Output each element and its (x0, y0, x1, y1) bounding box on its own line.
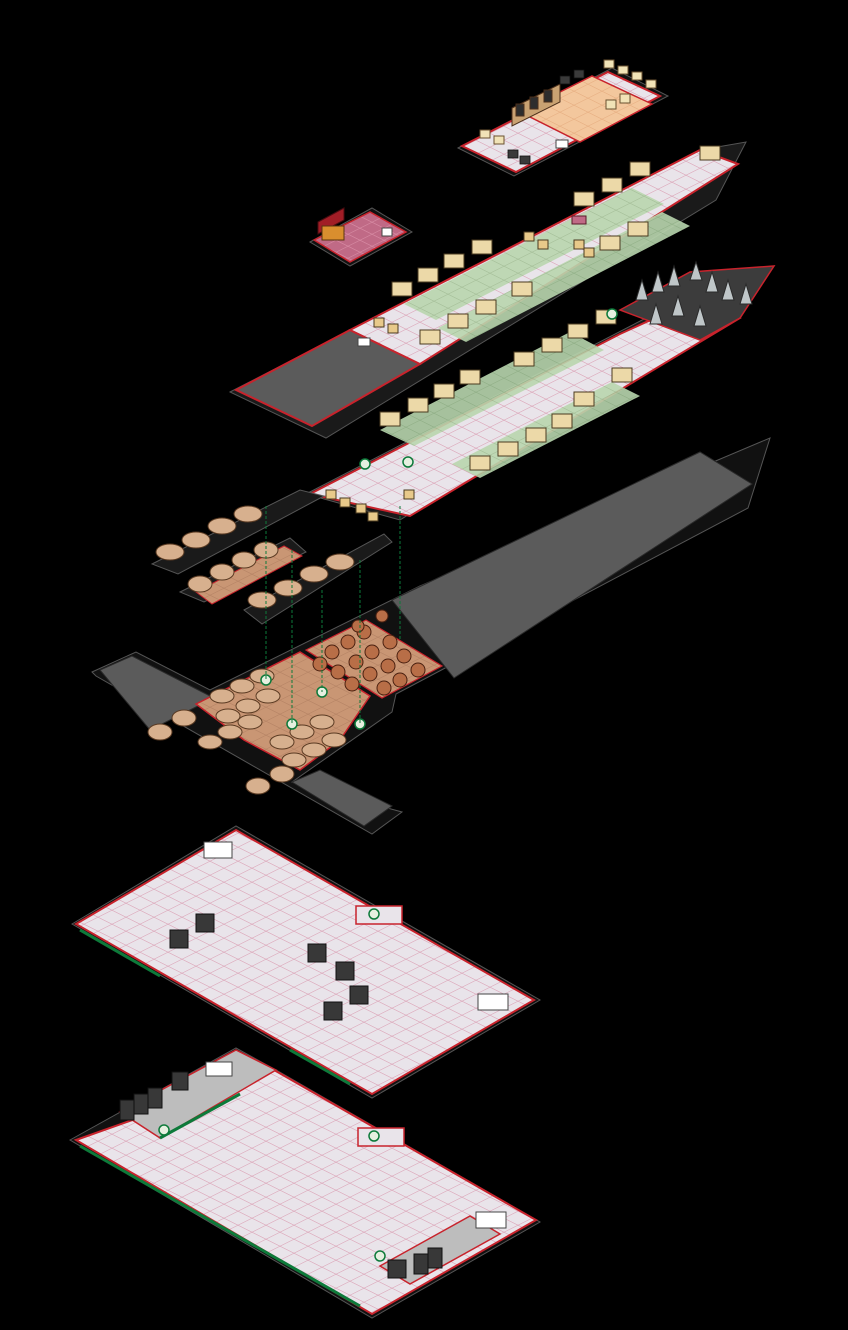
lounge-screens (511, 83, 561, 127)
ladder-hatch-icon[interactable] (286, 718, 298, 730)
ladder-hatch-icon[interactable] (158, 1124, 170, 1136)
ladder-hatch-icon[interactable] (368, 908, 380, 920)
ladder-hatch-icon[interactable] (555, 139, 569, 149)
bar-module (308, 207, 414, 267)
ladder-hatch-icon[interactable] (606, 308, 618, 320)
stored-engines (197, 668, 347, 768)
lower-crew-deck (304, 260, 776, 522)
engine-nacelles (150, 489, 393, 625)
ladder-shafts (265, 506, 401, 724)
ladder-hatch-icon[interactable] (368, 1130, 380, 1142)
hangar-door-panel (205, 1061, 233, 1077)
docked-fighters (635, 260, 753, 327)
hangar-door-panel (203, 841, 233, 859)
hangar-floor-upper (71, 825, 541, 1099)
lounge-chairs-dark (507, 69, 585, 165)
ladder-hatch-icon[interactable] (402, 456, 414, 468)
hangar-floor-lower (68, 1047, 542, 1319)
machine-icon (169, 913, 369, 1021)
lounge-seats (479, 59, 657, 145)
ladder-hatch-icon[interactable] (374, 1250, 386, 1262)
engine-icon (147, 709, 295, 795)
upper-crew-deck (228, 141, 747, 439)
cargo-crate-icon (312, 609, 426, 696)
lower-cabin-beds (379, 309, 633, 471)
ladder-hatch-icon[interactable] (357, 337, 371, 347)
machine-icon (119, 1071, 443, 1279)
cargo-deck (91, 437, 771, 835)
ladder-hatch-icon[interactable] (260, 674, 272, 686)
upper-red-room (571, 215, 587, 225)
bar-counter (321, 225, 345, 241)
cargo-bay-floor (391, 451, 753, 679)
hangar-door-panel (477, 993, 509, 1011)
upper-cabin-beds (391, 145, 721, 345)
lower-deck-seats (325, 489, 415, 522)
ladder-hatch-icon[interactable] (359, 458, 371, 470)
upper-lounge-seats (373, 231, 595, 334)
bar-table (381, 227, 393, 237)
top-deck (456, 59, 670, 177)
hangar-door-panel (475, 1211, 507, 1229)
ladder-hatch-icon[interactable] (354, 718, 366, 730)
engine-icon (155, 505, 355, 609)
